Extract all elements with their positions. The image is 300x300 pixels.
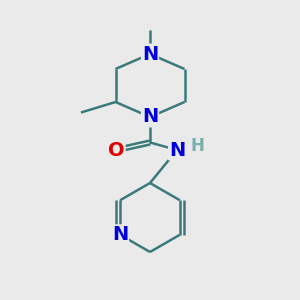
Text: N: N [142,44,158,64]
Text: O: O [108,140,125,160]
Text: N: N [142,107,158,127]
Text: H: H [190,137,204,155]
Text: N: N [112,225,128,244]
Text: N: N [169,140,185,160]
